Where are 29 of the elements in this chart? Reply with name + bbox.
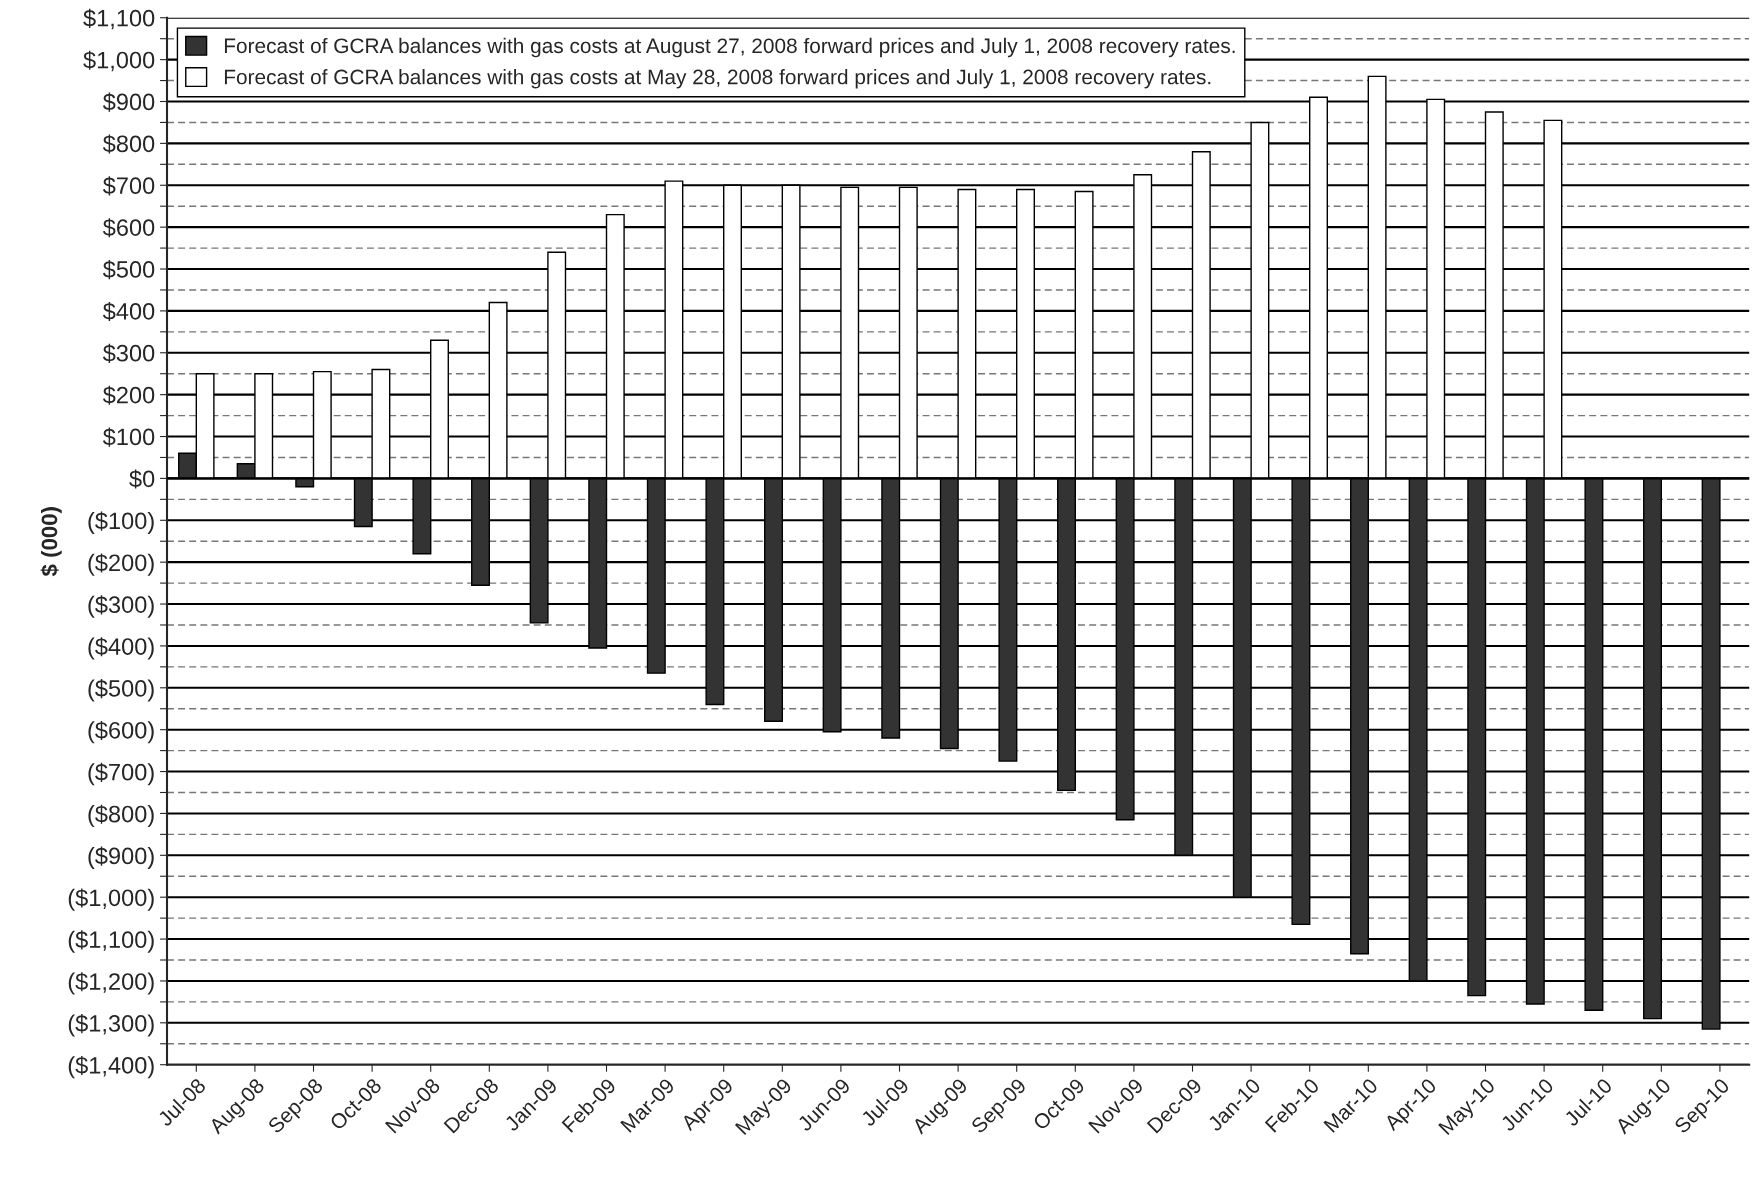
y-tick-label: $400	[102, 301, 155, 322]
legend-label: Forecast of GCRA balances with gas costs at August 27, 2008 forward prices and July 1, 2008 recovery rates.	[224, 37, 1235, 58]
legend-label: Forecast of GCRA balances with gas costs at May 28, 2008 forward prices and July 1, 2008 recovery rates.	[224, 69, 1211, 89]
y-tick-label: ($500)	[88, 679, 154, 702]
y-tick-label: ($700)	[88, 762, 154, 786]
y-tick-label: $0	[129, 469, 155, 489]
y-tick-label: $600	[102, 218, 155, 238]
y-tick-label: ($800)	[88, 804, 154, 828]
y-axis-title: $ (000)	[40, 507, 62, 577]
y-tick-label: ($100)	[88, 511, 154, 534]
y-tick-label: ($200)	[88, 553, 154, 576]
y-tick-label: $700	[102, 176, 155, 196]
y-tick-label: ($1,400)	[68, 1055, 154, 1079]
y-tick-label: $1,100	[83, 8, 155, 30]
y-tick-label: ($1,100)	[68, 930, 154, 953]
y-tick-label: $300	[102, 343, 155, 363]
y-tick-label: ($600)	[88, 720, 154, 744]
y-tick-label: ($400)	[88, 637, 154, 660]
y-tick-label: ($1,300)	[68, 1014, 154, 1037]
y-tick-label: ($1,000)	[68, 888, 154, 911]
y-tick-label: ($300)	[88, 595, 154, 618]
y-tick-label: $900	[102, 92, 155, 112]
y-tick-label: $200	[102, 385, 155, 405]
y-tick-label: ($900)	[88, 846, 154, 869]
y-tick-label: $100	[102, 427, 155, 447]
y-tick-label: ($1,200)	[68, 972, 154, 995]
y-tick-label: $1,000	[83, 50, 155, 72]
y-tick-label: $800	[102, 134, 155, 154]
y-tick-label: $500	[102, 260, 155, 280]
